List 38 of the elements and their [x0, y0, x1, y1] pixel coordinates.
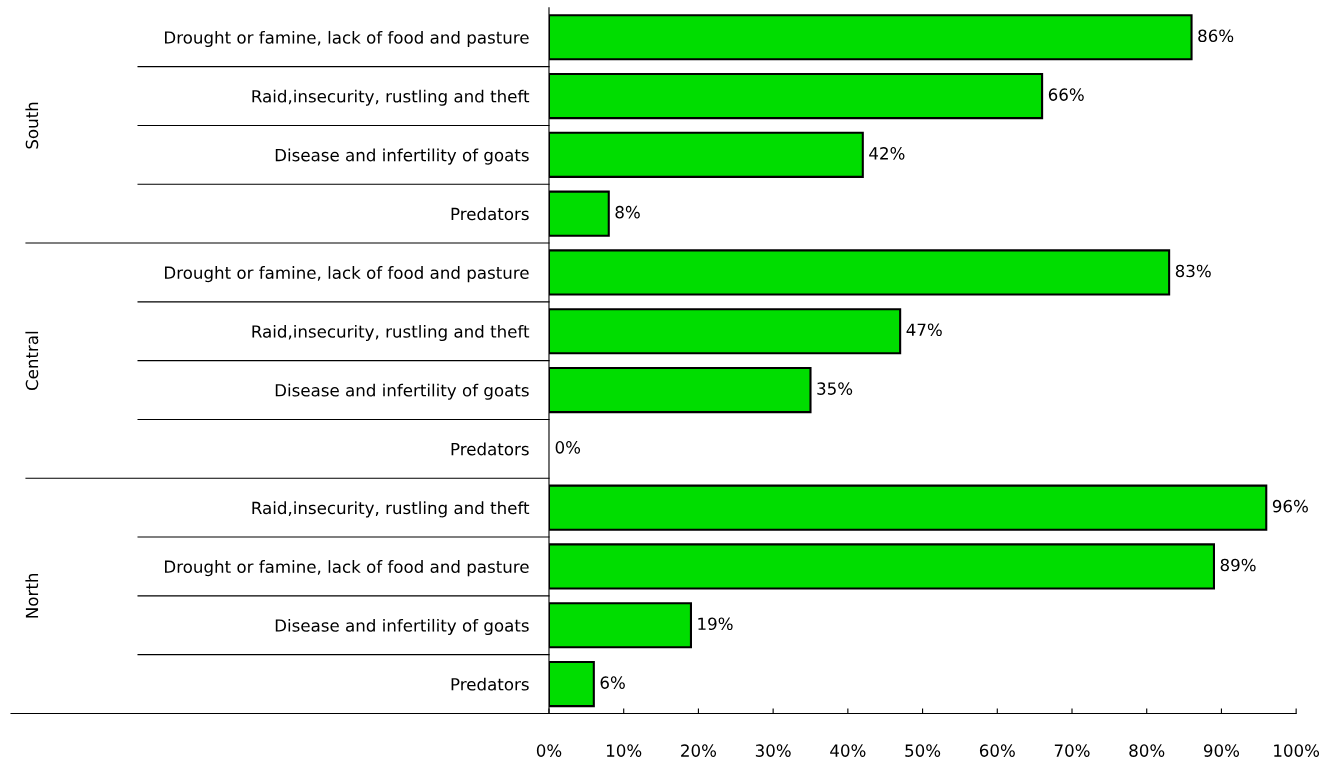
data-label: 86% [1198, 29, 1234, 43]
x-tick-label: 50% [905, 744, 941, 757]
x-tick-label: 60% [979, 744, 1015, 757]
text: North [25, 573, 39, 618]
y-tick-label: Disease and infertility of goats [275, 383, 529, 400]
y-tick-label: Drought or famine, lack of food and pasture [165, 266, 529, 283]
x-tick-label: 90% [1203, 744, 1240, 757]
data-label: 35% [817, 382, 853, 395]
x-tick-label: 40% [830, 744, 866, 757]
data-label: 89% [1220, 558, 1256, 572]
data-label: 19% [698, 617, 733, 631]
y-tick-label: Raid,insecurity, rustling and theft [252, 501, 530, 518]
data-label: 0% [555, 441, 581, 454]
data-label: 96% [1272, 499, 1308, 513]
text: South [25, 102, 39, 149]
data-label: 83% [1175, 264, 1211, 278]
x-tick-label: 10% [607, 744, 642, 757]
y-tick-label: Disease and infertility of goats [275, 148, 529, 165]
y-tick-label: Predators [451, 207, 529, 221]
data-label: 47% [906, 323, 942, 337]
data-label: 66% [1048, 88, 1084, 101]
y-tick-label: Disease and infertility of goats [275, 618, 529, 636]
x-tick-label: 100% [1274, 744, 1320, 757]
x-tick-label: 30% [755, 744, 791, 757]
y-tick-label: Drought or famine, lack of food and pasture [165, 30, 529, 48]
y-tick-label: Predators [451, 677, 529, 691]
x-tick-label: 70% [1054, 744, 1090, 757]
x-tick-label: 80% [1129, 744, 1165, 757]
x-tick-label: 0% [536, 744, 562, 757]
y-tick-label: Raid,insecurity, rustling and theft [252, 324, 530, 342]
data-label: 42% [869, 147, 905, 160]
y-tick-label: Raid,insecurity, rustling and theft [252, 89, 530, 106]
x-tick-label: 20% [681, 744, 717, 757]
data-label: 8% [615, 205, 640, 219]
data-label: 6% [600, 676, 625, 689]
text: Central [25, 331, 39, 391]
y-tick-label: Predators [451, 442, 529, 456]
y-tick-label: Drought or famine, lack of food and pasture [165, 560, 529, 577]
